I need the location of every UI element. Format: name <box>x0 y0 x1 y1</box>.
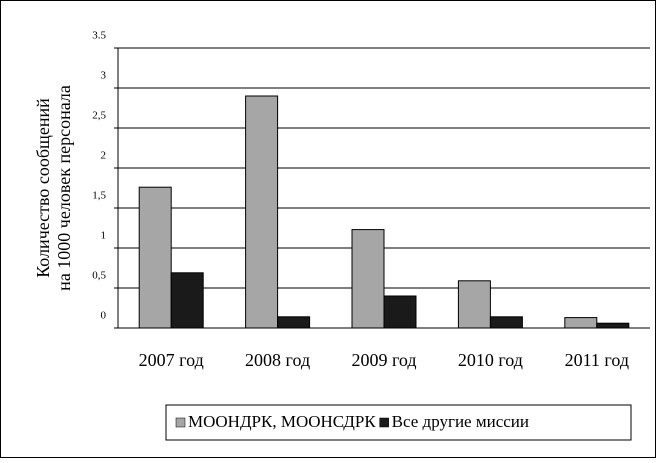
y-axis-title: на 1000 человек персонала <box>54 85 74 291</box>
y-axis-title: Количество сообщений <box>33 98 53 278</box>
x-tick-label: 2008 год <box>245 350 310 370</box>
bar <box>383 295 417 329</box>
y-tick-label: 1 <box>101 230 107 242</box>
x-tick-label: 2009 год <box>351 350 416 370</box>
bar <box>170 272 204 329</box>
x-tick-label: 2011 год <box>565 350 629 370</box>
bar <box>489 316 523 329</box>
y-tick-label: 2 <box>101 150 107 162</box>
legend-swatch <box>379 417 389 428</box>
y-tick-label: 3 <box>101 70 107 82</box>
y-tick-label: 0 <box>101 310 107 322</box>
y-tick-label: 1,5 <box>92 190 106 202</box>
bar <box>457 280 491 329</box>
y-tick-label: 3.5 <box>92 30 106 42</box>
legend-label: МООНДРК, МООНСДРК <box>188 412 376 431</box>
bar <box>277 316 311 329</box>
y-tick-label: 0,5 <box>92 270 106 282</box>
x-tick-label: 2007 год <box>139 350 204 370</box>
legend-box <box>165 404 632 441</box>
bar <box>245 95 279 329</box>
bar <box>351 229 385 329</box>
bar <box>564 317 598 329</box>
x-tick-label: 2010 год <box>458 350 523 370</box>
legend-label: Все другие миссии <box>392 412 529 431</box>
y-tick-label: 2,5 <box>92 110 106 122</box>
bar <box>138 186 172 329</box>
legend-swatch <box>175 417 186 428</box>
bar <box>596 322 630 329</box>
